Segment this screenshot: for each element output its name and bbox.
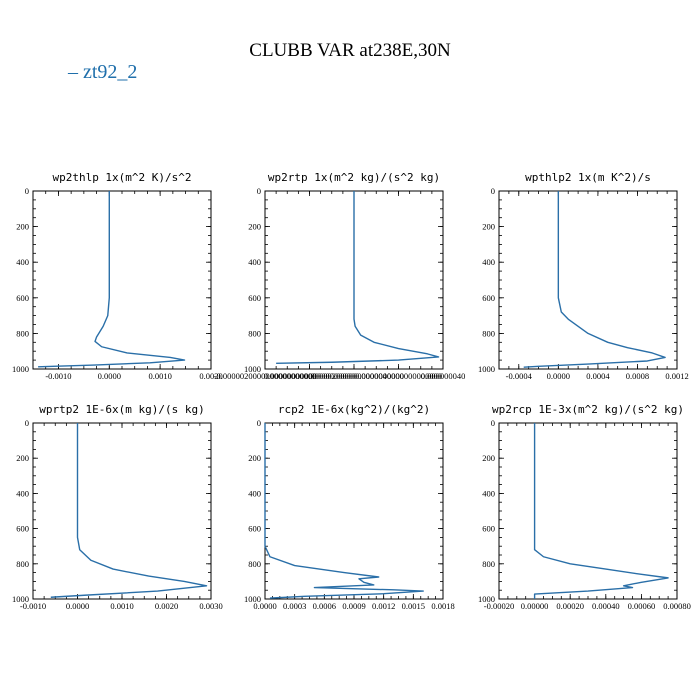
- x-tick-label: 0.0020: [155, 601, 178, 611]
- y-tick-label: 0: [257, 186, 261, 196]
- panel-title: wp2rcp 1E-3x(m^2 kg)/(s^2 kg): [492, 403, 684, 416]
- plot-frame: [32, 422, 212, 600]
- figure-title: CLUBB VAR at238E,30N: [249, 40, 451, 61]
- x-tick-label: 0.0000040000000000000: [355, 371, 442, 381]
- plot-frame: [32, 190, 212, 370]
- y-tick-label: 1000: [244, 364, 261, 374]
- y-tick-label: 200: [248, 222, 261, 232]
- plot-frame: [498, 190, 678, 370]
- series-line: [38, 191, 186, 368]
- panels: wp2thlp 1x(m^2 K)/s^202004006008001000-0…: [12, 171, 691, 611]
- plot-frame: [264, 422, 444, 600]
- x-tick-label: 0.0000: [253, 601, 276, 611]
- y-tick-label: 0: [25, 186, 29, 196]
- series-line: [523, 191, 666, 368]
- y-tick-label: 600: [482, 293, 495, 303]
- x-tick-label: 0.0006: [313, 601, 336, 611]
- panel-title: wp2thlp 1x(m^2 K)/s^2: [52, 171, 191, 184]
- x-tick-label: 0.00040: [592, 601, 620, 611]
- y-tick-label: 400: [16, 257, 29, 267]
- x-tick-label: 0.0003: [283, 601, 306, 611]
- legend: – zt92_2: [67, 61, 137, 83]
- y-tick-label: 400: [248, 257, 261, 267]
- x-tick-label: 0.00000: [521, 601, 549, 611]
- legend-entry-label: – zt92_2: [67, 61, 137, 83]
- x-tick-label: 0.0004: [586, 371, 610, 381]
- panel-4: wprtp2 1E-6x(m kg)/(s kg) 0 200 400 600 800 10…: [12, 403, 223, 611]
- y-tick-label: 400: [482, 488, 495, 498]
- y-tick-label: 600: [248, 293, 261, 303]
- panel-2: wp2rtp 1x(m^2 kg)/(s^2 kg) 0 200 400 600 800 1…: [214, 171, 466, 381]
- y-tick-label: 800: [482, 559, 495, 569]
- x-tick-label: 0.00000000000000000000: [264, 371, 355, 381]
- x-tick-label: 0.0008: [626, 371, 649, 381]
- x-tick-label: 0.0010: [110, 601, 133, 611]
- panel-title: wprtp2 1E-6x(m kg)/(s kg): [39, 403, 205, 416]
- x-tick-label: 0.0020: [199, 371, 222, 381]
- y-tick-label: 800: [248, 328, 261, 338]
- y-tick-label: 400: [482, 257, 495, 267]
- panel-title: wpthlp2 1x(m K^2)/s: [525, 171, 651, 184]
- y-tick-label: 1000: [478, 594, 495, 604]
- x-tick-label: 0.0010: [148, 371, 171, 381]
- y-tick-label: 200: [248, 453, 261, 463]
- series-line: [533, 423, 669, 599]
- x-tick-label: -0.00020: [484, 601, 514, 611]
- y-tick-label: 600: [248, 524, 261, 534]
- panel-3: wpthlp2 1x(m K^2)/s 0 200 400 600 800 1000 -0.0…: [478, 171, 689, 381]
- y-tick-label: 400: [248, 488, 261, 498]
- y-tick-label: 200: [16, 453, 29, 463]
- x-tick-label: 0.00020: [556, 601, 584, 611]
- x-tick-label: 0.0000: [98, 371, 121, 381]
- x-tick-label: 0.0012: [372, 601, 395, 611]
- panel-title: rcp2 1E-6x(kg^2)/(kg^2): [278, 403, 430, 416]
- x-tick-label: 0.0012: [665, 371, 688, 381]
- y-tick-label: 200: [16, 222, 29, 232]
- y-tick-label: 0: [257, 418, 261, 428]
- y-tick-label: 1000: [244, 594, 261, 604]
- y-tick-label: 800: [16, 559, 29, 569]
- x-tick-label: 0.0000: [547, 371, 570, 381]
- x-tick-label: 0.00080: [663, 601, 691, 611]
- x-tick-label: 0.000000040: [421, 371, 466, 381]
- x-tick-label: 0.0030: [199, 601, 222, 611]
- x-tick-label: -0.0010: [45, 371, 71, 381]
- y-tick-label: 1000: [12, 594, 29, 604]
- panel-6: wp2rcp 1E-3x(m^2 kg)/(s^2 kg) 0 200 400 600 8…: [478, 403, 691, 611]
- y-tick-label: 1000: [478, 364, 495, 374]
- x-tick-label: 0.00060: [628, 601, 656, 611]
- y-tick-label: 600: [482, 524, 495, 534]
- x-tick-label: 0.0000020000000000000000: [304, 371, 404, 381]
- x-tick-label: -0.0010: [20, 601, 46, 611]
- y-tick-label: 200: [482, 222, 495, 232]
- x-tick-label: 0.0018: [431, 601, 454, 611]
- y-tick-label: 0: [25, 418, 29, 428]
- series-line: [50, 423, 208, 598]
- y-tick-label: 800: [16, 328, 29, 338]
- y-tick-label: 1000: [12, 364, 29, 374]
- x-tick-label: 0.0009: [342, 601, 365, 611]
- x-tick-label: 0.0015: [402, 601, 425, 611]
- panel-title: wp2rtp 1x(m^2 kg)/(s^2 kg): [268, 171, 440, 184]
- y-tick-label: 600: [16, 524, 29, 534]
- series-line: [264, 423, 424, 599]
- y-tick-label: 800: [482, 328, 495, 338]
- panel-5: rcp2 1E-6x(kg^2)/(kg^2) 0 200 400 600 800 1000…: [244, 403, 455, 611]
- series-line: [276, 191, 440, 364]
- x-tick-label: -0.0000020000000000000000: [214, 371, 317, 381]
- y-tick-label: 0: [491, 418, 495, 428]
- y-tick-label: 600: [16, 293, 29, 303]
- plot-frame: [498, 422, 678, 600]
- x-tick-label: 0.0000: [66, 601, 89, 611]
- y-tick-label: 400: [16, 488, 29, 498]
- y-tick-label: 200: [482, 453, 495, 463]
- panel-1: wp2thlp 1x(m^2 K)/s^2 0 200 400 600 800 1000 -0…: [12, 171, 223, 381]
- y-tick-label: 800: [248, 559, 261, 569]
- y-tick-label: 0: [491, 186, 495, 196]
- x-tick-label: -0.0004: [506, 371, 533, 381]
